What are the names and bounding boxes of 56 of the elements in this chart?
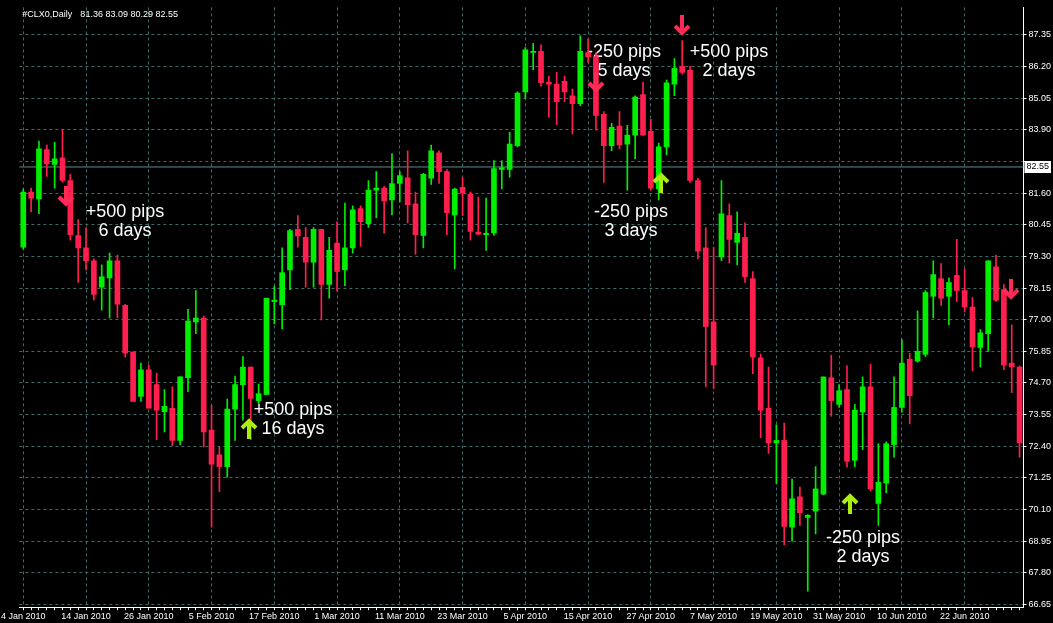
annotation: +500 pips 2 days xyxy=(689,40,769,80)
candlestick xyxy=(193,290,199,335)
x-tick-label: 7 May 2010 xyxy=(690,611,738,622)
x-tick-label: 5 Apr 2010 xyxy=(503,611,548,622)
y-tick-label: 86.20 xyxy=(1028,61,1052,72)
x-tick-label: 15 Apr 2010 xyxy=(563,611,613,622)
x-tick-label: 31 May 2010 xyxy=(813,611,866,622)
annotation: -250 pips 3 days xyxy=(593,200,669,240)
x-tick-label: 22 Jun 2010 xyxy=(939,611,990,622)
candlestick xyxy=(295,215,301,248)
candlestick xyxy=(28,187,34,213)
y-tick-label: 74.70 xyxy=(1028,377,1052,388)
x-tick-label: 11 Mar 2010 xyxy=(374,611,425,622)
candlestick xyxy=(483,197,489,251)
chart-subtitle: 81.36 83.09 80.29 82.55 xyxy=(80,9,178,20)
x-tick-label: 23 Mar 2010 xyxy=(437,611,488,622)
y-tick-label: 83.90 xyxy=(1028,124,1052,135)
candlestick xyxy=(734,211,740,266)
chart-title: #CLX0,Daily xyxy=(22,9,73,20)
annotation: +500 pips 16 days xyxy=(253,398,333,438)
x-tick-label: 10 Jun 2010 xyxy=(877,611,927,622)
x-tick-label: 26 Jan 2010 xyxy=(124,611,174,622)
candlestick xyxy=(75,219,82,283)
candlestick xyxy=(271,286,278,325)
y-tick-label: 72.40 xyxy=(1028,440,1052,451)
annotation: +500 pips 6 days xyxy=(85,200,165,240)
y-tick-label: 73.55 xyxy=(1028,409,1052,420)
x-tick-label: 19 May 2010 xyxy=(750,611,803,622)
y-tick-label: 87.35 xyxy=(1028,29,1052,40)
candlestick xyxy=(1008,324,1015,393)
x-tick-label: 4 Jan 2010 xyxy=(1,611,46,622)
annotation: -250 pips 2 days xyxy=(825,526,901,566)
y-tick-label: 75.85 xyxy=(1028,345,1052,356)
y-tick-label: 85.05 xyxy=(1028,92,1052,103)
x-tick-label: 1 Mar 2010 xyxy=(314,611,360,622)
candlestick xyxy=(624,125,631,191)
y-tick-label: 81.60 xyxy=(1028,187,1052,198)
candlestick xyxy=(679,40,686,75)
y-tick-label: 77.00 xyxy=(1028,314,1052,325)
y-tick-label: 67.80 xyxy=(1028,567,1052,578)
candlestick xyxy=(953,239,960,302)
y-tick-label: 70.10 xyxy=(1028,504,1052,515)
candlestick xyxy=(498,160,505,190)
ref-line-label: 82.55 xyxy=(1026,161,1050,172)
candlestick xyxy=(804,514,811,592)
x-tick-label: 5 Feb 2010 xyxy=(188,611,235,622)
y-tick-label: 78.15 xyxy=(1028,282,1052,293)
y-tick-label: 80.45 xyxy=(1028,219,1052,230)
x-tick-label: 27 Apr 2010 xyxy=(626,611,676,622)
y-tick-label: 79.30 xyxy=(1028,250,1052,261)
candlestick xyxy=(530,43,537,70)
y-tick-label: 71.25 xyxy=(1028,472,1052,483)
x-tick-label: 14 Jan 2010 xyxy=(61,611,111,622)
y-tick-label: 66.65 xyxy=(1028,598,1052,609)
x-tick-label: 17 Feb 2010 xyxy=(249,611,300,622)
y-tick-label: 68.95 xyxy=(1028,535,1052,546)
